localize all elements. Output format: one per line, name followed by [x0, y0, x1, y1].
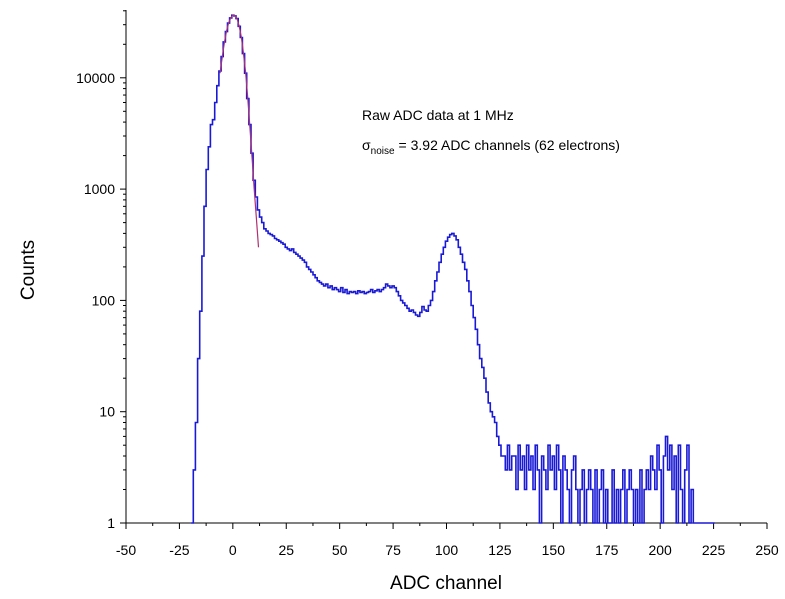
gaussian-fit-line: [219, 14, 260, 248]
y-tick-label: 1000: [84, 181, 115, 197]
y-tick-label: 100: [92, 292, 116, 308]
histogram-series-line: [191, 14, 715, 524]
x-tick-label: 0: [229, 542, 237, 558]
x-tick-label: 150: [542, 542, 566, 558]
x-tick-label: 175: [595, 542, 619, 558]
x-tick-label: 25: [278, 542, 294, 558]
y-axis-ticks: 1 10 100 1000 10000: [76, 10, 126, 531]
x-tick-label: 125: [488, 542, 512, 558]
y-tick-label: 10: [99, 404, 115, 420]
x-axis-ticks: -50 -25 0 25 50 75 100 125 150 175 200 225 250: [116, 523, 779, 558]
annotation-line-2: σnoise = 3.92 ADC channels (62 electrons): [362, 137, 620, 157]
x-tick-label: 100: [435, 542, 459, 558]
x-tick-label: 200: [648, 542, 672, 558]
annotation-line-1: Raw ADC data at 1 MHz: [362, 107, 514, 123]
x-tick-label: 75: [385, 542, 401, 558]
y-axis-title: Counts: [18, 240, 39, 300]
sigma-subscript: noise: [371, 146, 395, 157]
series-layer: [191, 14, 715, 524]
annotation-line-2-text: = 3.92 ADC channels (62 electrons): [399, 137, 620, 153]
sigma-symbol: σ: [362, 137, 371, 153]
x-axis-title: ADC channel: [390, 573, 502, 594]
x-tick-label: 250: [755, 542, 779, 558]
x-tick-label: -50: [116, 542, 136, 558]
x-tick-label: -25: [169, 542, 189, 558]
y-tick-label: 1: [107, 515, 115, 531]
y-tick-label: 10000: [76, 70, 115, 86]
x-tick-label: 50: [332, 542, 348, 558]
x-tick-label: 225: [702, 542, 726, 558]
